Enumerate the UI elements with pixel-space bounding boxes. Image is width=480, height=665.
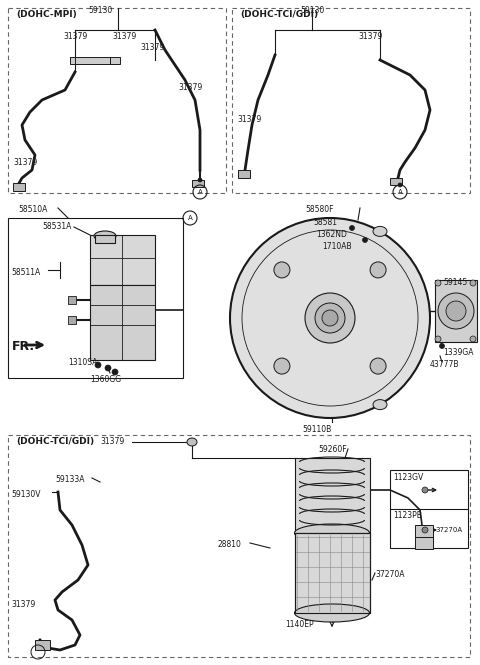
Ellipse shape [373, 400, 387, 410]
Text: (DOHC-TCI/GDI): (DOHC-TCI/GDI) [16, 437, 94, 446]
Circle shape [349, 225, 355, 231]
Circle shape [362, 237, 368, 243]
Ellipse shape [94, 231, 116, 241]
Text: A: A [397, 189, 402, 195]
Text: 31379: 31379 [63, 32, 87, 41]
Bar [192, 180, 204, 187]
Circle shape [422, 487, 428, 493]
Text: 1123GV: 1123GV [393, 473, 423, 482]
Circle shape [470, 336, 476, 342]
FancyArrowPatch shape [330, 622, 334, 626]
Text: 1710AB: 1710AB [322, 242, 352, 251]
Text: A: A [188, 215, 192, 221]
Bar [390, 178, 402, 185]
Bar [295, 458, 370, 533]
Text: 31379: 31379 [112, 32, 136, 41]
Text: 28810: 28810 [218, 540, 242, 549]
Circle shape [438, 293, 474, 329]
Circle shape [274, 358, 290, 374]
Circle shape [315, 303, 345, 333]
Text: FR.: FR. [12, 340, 35, 353]
Circle shape [305, 293, 355, 343]
Bar [415, 525, 433, 537]
Bar [415, 537, 433, 549]
Ellipse shape [187, 438, 197, 446]
Bar [435, 280, 477, 342]
Circle shape [230, 218, 430, 418]
Bar [70, 57, 80, 64]
Bar [90, 285, 155, 360]
Bar [95, 235, 115, 243]
Bar [90, 235, 155, 285]
Text: 1362ND: 1362ND [316, 230, 347, 239]
Text: 31379: 31379 [11, 600, 35, 609]
Bar [13, 183, 25, 191]
Bar [8, 8, 226, 193]
Text: 59145: 59145 [443, 278, 467, 287]
Bar [238, 170, 250, 178]
Circle shape [95, 362, 101, 368]
Circle shape [435, 336, 441, 342]
Circle shape [274, 262, 290, 278]
Text: 58510A: 58510A [18, 205, 48, 214]
Text: 58531A: 58531A [42, 222, 72, 231]
Bar [68, 296, 76, 304]
Bar [8, 218, 183, 378]
Text: 37270A: 37270A [375, 570, 405, 579]
Text: 31379: 31379 [140, 43, 164, 52]
Circle shape [440, 344, 444, 348]
Text: (DOHC-MPI): (DOHC-MPI) [16, 10, 77, 19]
Text: 1360GG: 1360GG [90, 375, 121, 384]
Text: 59130V: 59130V [11, 490, 40, 499]
Text: 1123PB: 1123PB [393, 511, 422, 520]
Text: 59260F: 59260F [318, 445, 347, 454]
Circle shape [446, 301, 466, 321]
Text: 31379: 31379 [100, 437, 124, 446]
Bar [35, 640, 50, 650]
Text: A: A [198, 189, 203, 195]
Text: 59110B: 59110B [302, 425, 331, 434]
Circle shape [105, 365, 111, 371]
Text: 58580F: 58580F [305, 205, 334, 214]
Bar [8, 435, 470, 657]
Bar [232, 8, 470, 193]
Bar [75, 57, 110, 64]
Text: 1140EP: 1140EP [286, 620, 314, 629]
Text: (DOHC-TCI/GDI): (DOHC-TCI/GDI) [240, 10, 318, 19]
Circle shape [370, 262, 386, 278]
Text: 1339GA: 1339GA [443, 348, 473, 357]
Circle shape [470, 280, 476, 286]
Text: 31379: 31379 [237, 115, 261, 124]
Text: 1310SA: 1310SA [68, 358, 97, 367]
Bar [295, 533, 370, 613]
Ellipse shape [295, 524, 370, 542]
Ellipse shape [373, 226, 387, 236]
FancyArrowPatch shape [428, 528, 436, 531]
Text: 58581: 58581 [313, 218, 337, 227]
Text: 37270A: 37270A [435, 527, 462, 533]
Circle shape [198, 178, 202, 182]
Circle shape [398, 183, 402, 187]
Circle shape [435, 280, 441, 286]
Bar [390, 470, 468, 548]
Text: 58511A: 58511A [11, 268, 40, 277]
Ellipse shape [295, 604, 370, 622]
Text: 59130: 59130 [300, 6, 324, 15]
Text: 59130: 59130 [88, 6, 112, 15]
Text: 43777B: 43777B [430, 360, 459, 369]
Circle shape [322, 310, 338, 326]
Circle shape [112, 369, 118, 375]
FancyArrowPatch shape [428, 488, 436, 491]
Circle shape [370, 358, 386, 374]
Bar [295, 533, 370, 613]
Bar [110, 57, 120, 64]
Text: 59133A: 59133A [55, 475, 84, 484]
Text: 31379: 31379 [178, 83, 202, 92]
Text: 31379: 31379 [358, 32, 382, 41]
Circle shape [422, 527, 428, 533]
Text: 31379: 31379 [13, 158, 37, 167]
Bar [68, 316, 76, 324]
